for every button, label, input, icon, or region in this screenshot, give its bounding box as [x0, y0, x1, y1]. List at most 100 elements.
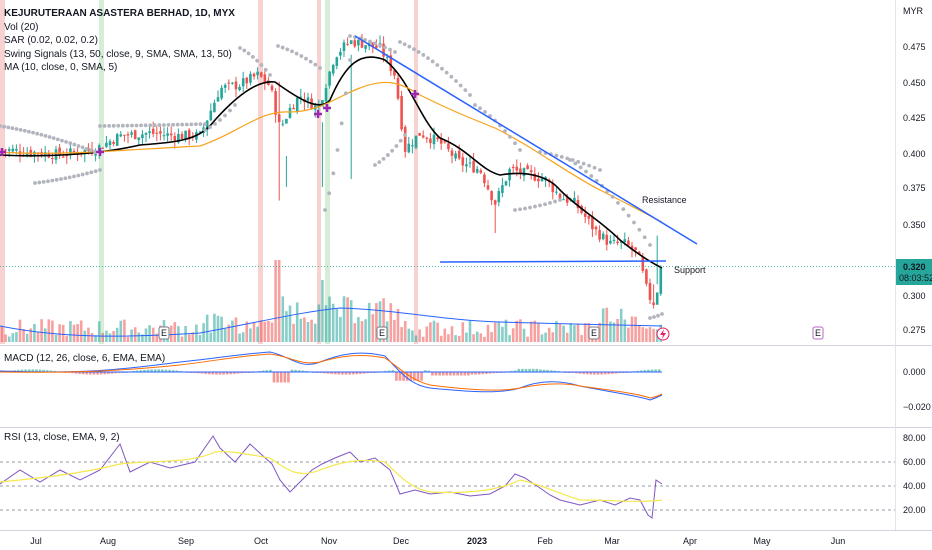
volume-bar [281, 296, 285, 342]
macd-hist-bar [341, 372, 344, 375]
volume-bar [439, 335, 443, 342]
signal-band [0, 0, 5, 344]
earnings-marker[interactable]: E [158, 326, 170, 340]
swing-signal-marker [411, 90, 419, 98]
candle-body [576, 199, 580, 209]
macd-hist-bar [463, 372, 467, 376]
macd-hist-bar [413, 372, 416, 381]
last-price-tag [896, 259, 932, 285]
volume-ma-line [0, 307, 663, 337]
sar-dot [290, 49, 294, 54]
earnings-marker[interactable]: E [376, 326, 388, 340]
candle-body [533, 173, 537, 181]
macd-hist-bar [150, 369, 153, 372]
volume-bar [0, 325, 4, 342]
sar-dot [102, 124, 107, 128]
sar-dot [513, 141, 517, 146]
volume-bar [339, 316, 342, 342]
macd-hist-bar [549, 370, 553, 372]
volume-bar [454, 335, 457, 342]
macd-hist-bar [395, 372, 398, 381]
macd-hist-bar [301, 370, 305, 372]
volume-bar [7, 336, 11, 342]
macd-hist-bar [225, 372, 229, 375]
volume-bar [457, 335, 461, 342]
candle-body [429, 138, 432, 144]
macd-hist-bar [456, 372, 459, 376]
volume-bar [508, 335, 511, 342]
candle-body [389, 55, 393, 72]
volume-bar [51, 320, 54, 342]
sar-dot [454, 79, 458, 83]
macd-hist-bar [485, 372, 488, 374]
volume-bar [18, 319, 22, 342]
sar-dot [458, 83, 463, 88]
price-axis-tick: 0.375 [903, 183, 926, 193]
time-axis-tick: Dec [393, 536, 410, 546]
volume-bar [306, 322, 310, 342]
sar-dot [592, 165, 597, 170]
sar-dot [59, 177, 63, 181]
volume-bar [562, 325, 565, 342]
sar-dot [343, 91, 348, 96]
price-axis-tick: 0.350 [903, 220, 926, 230]
macd-hist-bar [337, 372, 341, 375]
macd-hist-bar [467, 372, 470, 376]
candle-body [349, 40, 353, 45]
volume-bar [598, 322, 601, 342]
sar-dot [435, 63, 440, 67]
sar-dot [63, 176, 68, 181]
macd-hist-bar [492, 372, 495, 374]
volume-bar [54, 334, 58, 342]
legend-ma: MA (10, close, 0, SMA, 5) [4, 62, 117, 73]
macd-hist-bar [35, 369, 38, 372]
sar-dot [313, 62, 318, 67]
macd-hist-bar [474, 372, 477, 375]
earnings-marker[interactable]: E [812, 326, 824, 340]
volume-bar [519, 319, 522, 342]
macd-hist-bar [17, 369, 20, 372]
candle-body [259, 72, 263, 77]
candle-body [166, 133, 169, 136]
candle-body [515, 166, 519, 171]
macd-hist-bar [423, 370, 427, 372]
sar-dot [568, 158, 572, 162]
candle-body [490, 191, 493, 201]
sar-dot [554, 153, 559, 158]
sar-dot [18, 127, 23, 132]
volume-bar [213, 313, 216, 342]
volume-bar [349, 300, 353, 342]
sar-dot [616, 200, 620, 205]
earnings-marker[interactable]: E [588, 326, 600, 340]
candle-body [270, 85, 274, 91]
macd-hist-bar [639, 370, 643, 372]
volume-bar [259, 320, 263, 342]
volume-bar [241, 332, 245, 342]
lightning-icon[interactable] [656, 327, 670, 341]
candle-body [249, 74, 252, 83]
sar-dot [543, 202, 547, 207]
volume-bar [43, 328, 47, 342]
sar-dot [85, 171, 89, 176]
volume-bar [148, 325, 151, 342]
sar-dot [88, 148, 93, 153]
candle-body [274, 91, 277, 115]
sar-dot [331, 171, 336, 176]
volume-bar [555, 321, 558, 342]
sar-dot [255, 58, 260, 63]
volume-bar [231, 320, 234, 342]
candle-body [443, 141, 447, 143]
macd-hist-bar [542, 369, 546, 372]
macd-hist-bar [135, 370, 139, 372]
candle-body [645, 269, 648, 284]
macd-hist-bar [384, 370, 387, 372]
candle-body [252, 73, 256, 77]
candle-body [112, 141, 115, 144]
candle-body [159, 131, 162, 134]
time-axis-tick: Mar [604, 536, 620, 546]
volume-bar [375, 303, 378, 342]
volume-bar [637, 324, 641, 342]
sar-dot [10, 126, 15, 131]
sar-dot [37, 180, 42, 185]
